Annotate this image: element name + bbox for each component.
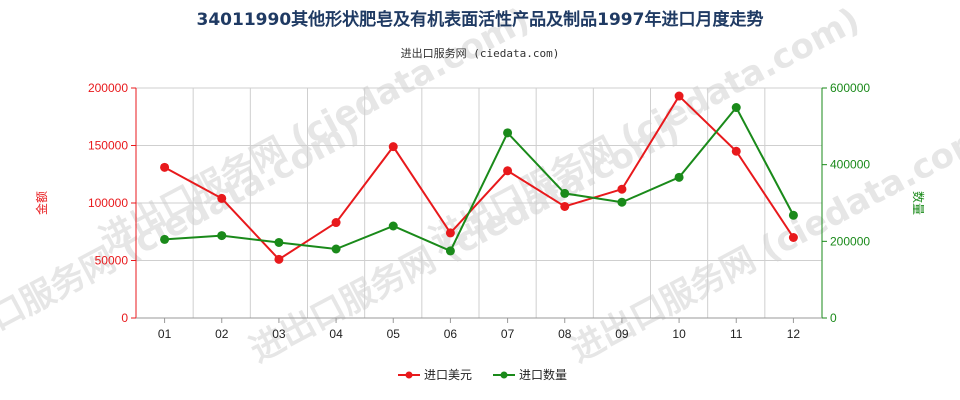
legend-marker-0 <box>405 371 413 379</box>
legend-label-0: 进口美元 <box>424 368 472 382</box>
legend-label-1: 进口数量 <box>519 367 567 382</box>
series-0-point <box>445 228 455 238</box>
y-right-axis-label: 数量 <box>911 191 926 215</box>
series-0-point <box>788 233 798 242</box>
series-0-point <box>274 254 284 264</box>
x-tick-label: 02 <box>215 327 229 341</box>
y-right-tick-label: 0 <box>830 311 837 325</box>
y-left-axis-label: 金额 <box>34 191 49 215</box>
series-0-point <box>560 201 570 211</box>
series-0-point <box>617 184 627 194</box>
series-1-point <box>331 244 341 254</box>
series-1-point <box>445 246 455 256</box>
series-1-point <box>217 231 227 241</box>
y-right-tick-label: 600000 <box>830 81 870 95</box>
x-tick-label: 01 <box>158 327 172 341</box>
y-left-tick-label: 0 <box>121 311 128 325</box>
x-tick-label: 06 <box>444 327 458 341</box>
series-1-point <box>160 234 170 244</box>
x-tick-label: 10 <box>672 327 686 341</box>
y-right-tick-label: 200000 <box>830 234 870 248</box>
y-left-tick-label: 200000 <box>88 81 128 95</box>
chart-title: 34011990其他形状肥皂及有机表面活性产品及制品1997年进口月度走势 <box>197 9 764 30</box>
series-1-point <box>503 128 513 138</box>
series-1-point <box>560 188 570 198</box>
series-1-point <box>788 210 798 220</box>
legend-marker-1 <box>500 371 508 379</box>
series-0-point <box>160 162 170 172</box>
series-1-point <box>274 237 284 247</box>
chart-subtitle: 进出口服务网 (ciedata.com) <box>401 46 560 60</box>
x-tick-label: 07 <box>501 327 515 341</box>
series-line-0 <box>164 94 795 261</box>
x-tick-label: 04 <box>329 327 343 341</box>
series-0-point <box>503 166 513 176</box>
legend: 进口美元 进口数量 <box>398 367 567 382</box>
x-tick-label: 05 <box>387 327 401 341</box>
y-left-tick-label: 100000 <box>88 196 128 210</box>
x-tick-label: 08 <box>558 327 572 341</box>
x-tick-label: 11 <box>730 327 743 341</box>
series-0-point <box>217 193 227 203</box>
series-0-point <box>674 91 684 101</box>
series-1-point <box>617 197 627 207</box>
x-tick-label: 12 <box>787 327 801 341</box>
series-1-point <box>674 172 684 182</box>
axes-layer: 0 50000 100000 150000 200000 0 200000 400000 600… <box>88 81 870 341</box>
x-tick-label: 03 <box>272 327 286 341</box>
series-layer <box>160 91 798 264</box>
x-tick-label: 09 <box>615 327 629 341</box>
series-0-point <box>388 142 398 152</box>
y-left-tick-label: 150000 <box>88 139 128 153</box>
series-line-1 <box>164 105 795 253</box>
series-1-point <box>388 221 398 231</box>
series-0-point <box>331 218 341 228</box>
series-1-point <box>731 103 741 113</box>
series-0-point <box>731 146 741 156</box>
y-left-tick-label: 50000 <box>95 254 129 268</box>
y-right-tick-label: 400000 <box>830 158 870 172</box>
